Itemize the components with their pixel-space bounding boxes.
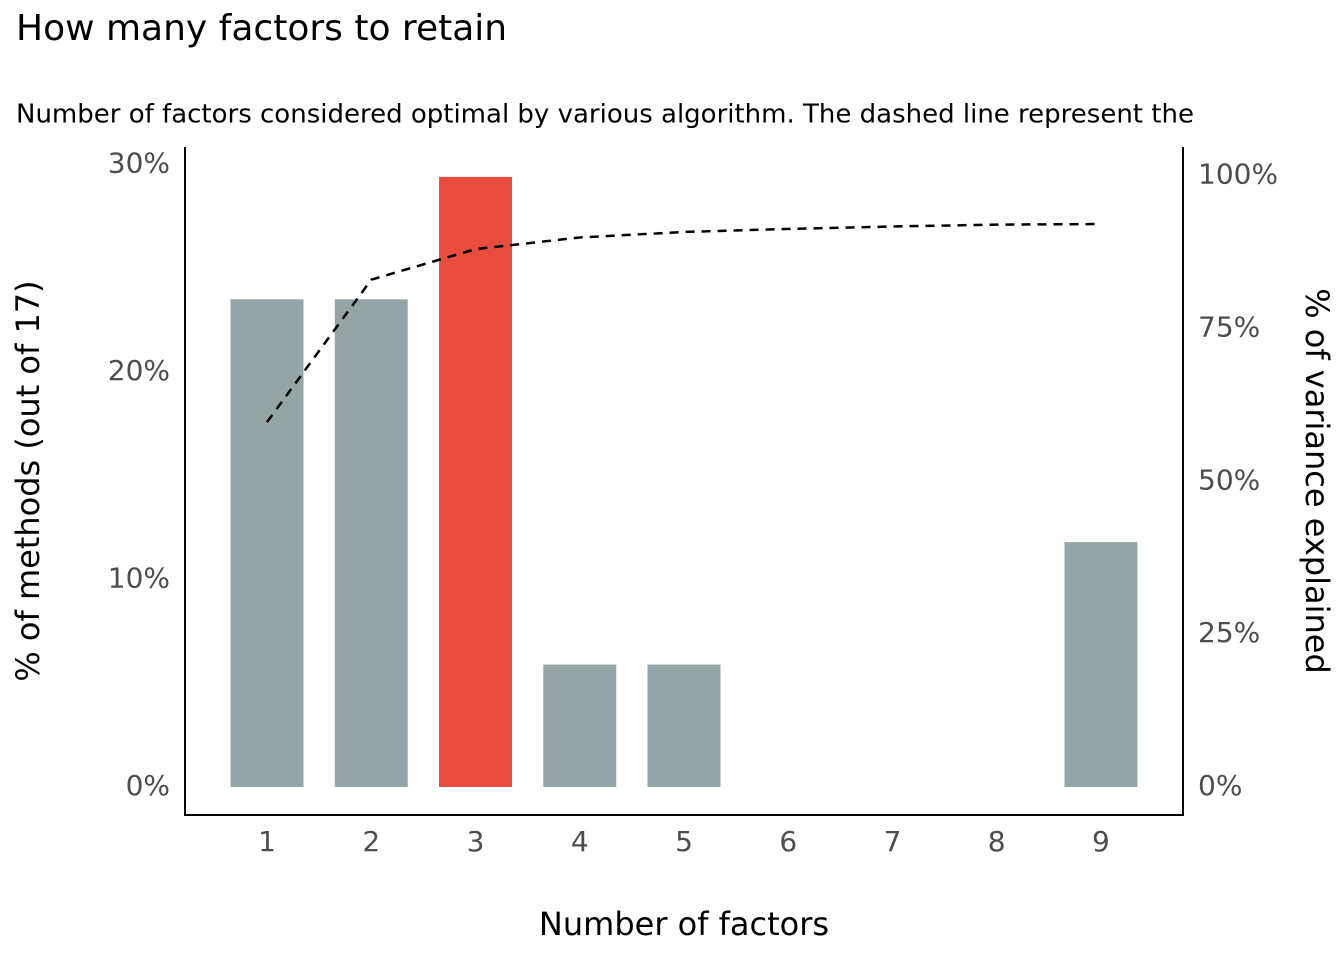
chart-subtitle: Number of factors considered optimal by … <box>16 100 1194 130</box>
bar <box>543 664 617 787</box>
x-tick-label: 8 <box>988 825 1006 858</box>
y2-tick-label: 75% <box>1198 311 1260 344</box>
y2-tick-label: 0% <box>1198 769 1242 802</box>
chart-title: How many factors to retain <box>16 8 507 49</box>
y2-tick-label: 100% <box>1198 158 1278 191</box>
y-axis-title: % of methods (out of 17) <box>9 280 47 681</box>
y2-tick-label: 50% <box>1198 463 1260 496</box>
y-tick-label: 0% <box>126 769 170 802</box>
variance-line <box>266 222 1101 423</box>
y-tick-label: 10% <box>108 561 170 594</box>
x-tick-label: 7 <box>884 825 902 858</box>
y2-axis-title: % of variance explained <box>1298 288 1336 674</box>
x-axis-title: Number of factors <box>539 905 829 943</box>
x-tick-label: 5 <box>675 825 693 858</box>
bar <box>439 176 513 787</box>
y-tick-label: 20% <box>108 354 170 387</box>
x-tick-label: 1 <box>258 825 276 858</box>
x-tick-label: 3 <box>467 825 485 858</box>
x-tick-label: 2 <box>362 825 380 858</box>
bar <box>1064 542 1138 787</box>
y-tick-label: 30% <box>108 146 170 179</box>
bar <box>334 299 408 787</box>
x-tick-label: 4 <box>571 825 589 858</box>
x-tick-label: 9 <box>1092 825 1110 858</box>
bar <box>647 664 721 787</box>
y2-tick-label: 25% <box>1198 616 1260 649</box>
bar <box>230 299 304 787</box>
x-tick-label: 6 <box>779 825 797 858</box>
